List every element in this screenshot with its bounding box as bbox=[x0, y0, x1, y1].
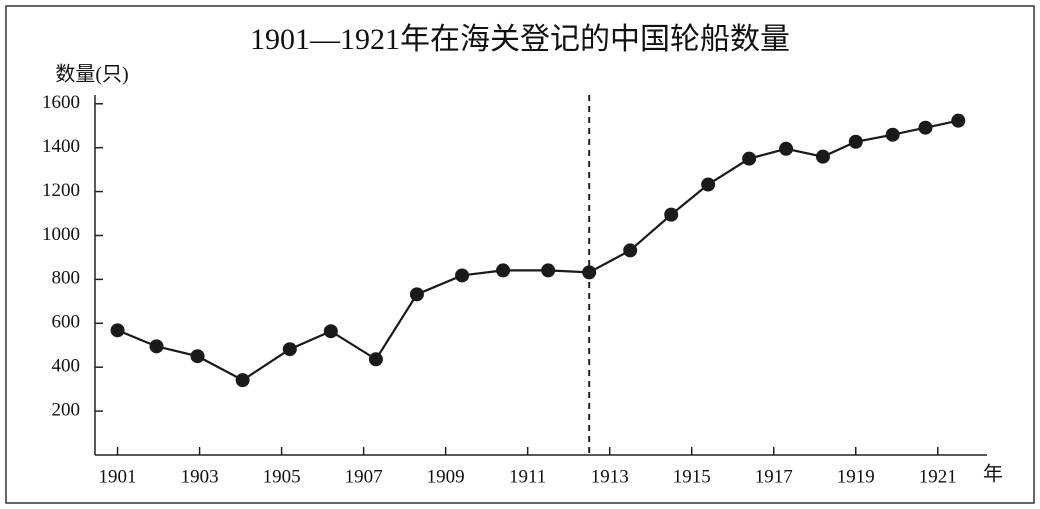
x-tick-label: 1917 bbox=[755, 466, 793, 487]
y-tick-label: 1000 bbox=[42, 224, 80, 245]
data-point bbox=[779, 141, 794, 156]
x-axis-label: 年 bbox=[983, 463, 1003, 486]
x-tick-label: 1915 bbox=[673, 466, 711, 487]
data-point bbox=[918, 120, 933, 135]
data-point bbox=[368, 352, 383, 367]
data-point bbox=[951, 113, 966, 128]
data-point bbox=[701, 177, 716, 192]
x-tick-label: 1901 bbox=[99, 466, 137, 487]
data-point bbox=[190, 349, 205, 364]
x-tick-label: 1907 bbox=[345, 466, 383, 487]
y-axis-label: 数量(只) bbox=[55, 63, 128, 86]
data-point bbox=[110, 323, 125, 338]
x-tick-label: 1919 bbox=[837, 466, 875, 487]
data-point bbox=[623, 243, 638, 258]
data-point bbox=[848, 134, 863, 149]
x-tick-label: 1911 bbox=[509, 466, 546, 487]
data-point bbox=[815, 149, 830, 164]
data-point bbox=[541, 263, 556, 278]
data-point bbox=[323, 324, 338, 339]
y-tick-label: 800 bbox=[52, 268, 81, 289]
x-tick-label: 1921 bbox=[919, 466, 957, 487]
x-tick-label: 1909 bbox=[427, 466, 465, 487]
data-point bbox=[496, 263, 511, 278]
y-tick-label: 600 bbox=[52, 312, 81, 333]
data-point bbox=[282, 342, 297, 357]
data-line bbox=[117, 119, 959, 382]
y-tick-label: 1600 bbox=[42, 92, 80, 113]
y-tick-label: 400 bbox=[52, 356, 81, 377]
x-tick-label: 1905 bbox=[263, 466, 301, 487]
x-tick-label: 1913 bbox=[591, 466, 629, 487]
data-point bbox=[455, 268, 470, 283]
chart-title: 1901—1921年在海关登记的中国轮船数量 bbox=[250, 23, 790, 56]
data-point bbox=[149, 339, 164, 354]
x-tick-label: 1903 bbox=[181, 466, 219, 487]
y-tick-label: 200 bbox=[52, 399, 81, 420]
data-point bbox=[885, 127, 900, 142]
data-point bbox=[409, 287, 424, 302]
data-point bbox=[664, 207, 679, 222]
frame bbox=[5, 5, 1035, 504]
data-point bbox=[582, 265, 597, 280]
data-point bbox=[742, 151, 757, 166]
y-tick-label: 1200 bbox=[42, 180, 80, 201]
data-point bbox=[235, 373, 250, 388]
y-tick-label: 1400 bbox=[42, 136, 80, 157]
